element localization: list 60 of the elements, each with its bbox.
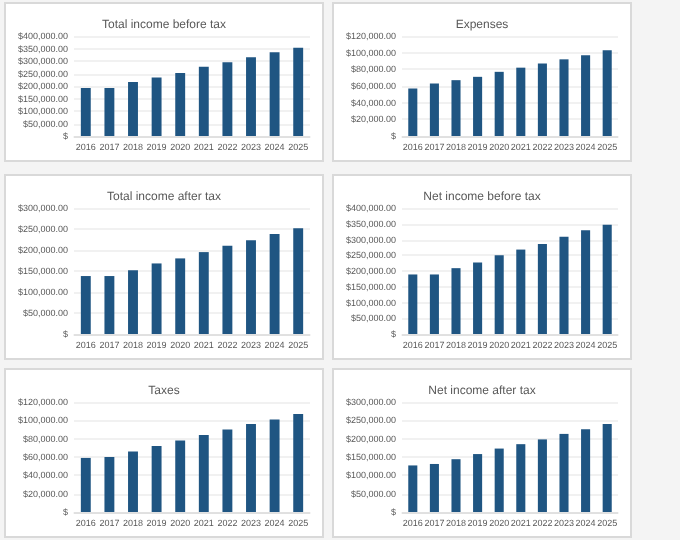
bar	[80, 88, 91, 136]
bar	[269, 234, 280, 334]
bar	[128, 270, 138, 334]
bar	[473, 76, 483, 136]
bar	[537, 439, 547, 512]
bar	[516, 444, 526, 512]
bar	[222, 245, 233, 334]
bar	[451, 80, 461, 136]
bar	[473, 262, 483, 334]
bar	[602, 424, 612, 512]
bar	[198, 252, 209, 334]
bar	[269, 52, 280, 136]
bar	[473, 454, 483, 512]
bar	[269, 419, 280, 512]
bar	[559, 236, 569, 334]
bar	[581, 55, 591, 136]
bar	[293, 413, 304, 512]
bar	[128, 82, 138, 136]
bar	[198, 66, 209, 136]
bar	[429, 274, 439, 334]
bar	[198, 435, 209, 512]
bar	[104, 276, 115, 334]
bar	[602, 50, 612, 136]
bar	[293, 228, 304, 334]
bar	[175, 440, 186, 512]
bar	[293, 47, 304, 136]
bar	[408, 274, 418, 334]
bar	[494, 448, 504, 512]
bar	[128, 451, 138, 512]
bar	[246, 424, 256, 512]
bar	[494, 71, 504, 136]
bar	[429, 83, 439, 136]
bar	[516, 249, 526, 334]
bar	[429, 463, 439, 512]
bar	[537, 63, 547, 136]
bar	[408, 465, 418, 512]
bar	[602, 224, 612, 334]
bar	[516, 67, 526, 136]
bar	[104, 457, 115, 512]
bar	[151, 77, 162, 136]
bar	[559, 59, 569, 136]
bar	[494, 255, 504, 334]
bar	[104, 88, 115, 136]
bar	[222, 62, 233, 136]
bar	[451, 268, 461, 334]
bar	[246, 57, 256, 136]
bar	[175, 73, 186, 136]
bar	[175, 258, 186, 334]
bar	[581, 230, 591, 334]
bar	[151, 446, 162, 512]
bar	[559, 433, 569, 512]
bar	[451, 459, 461, 512]
bar	[246, 240, 256, 334]
bar	[151, 263, 162, 334]
bar	[537, 243, 547, 334]
bar	[80, 457, 91, 512]
bar	[581, 429, 591, 512]
bar	[222, 429, 233, 512]
bar	[80, 276, 91, 334]
bar	[408, 88, 418, 136]
